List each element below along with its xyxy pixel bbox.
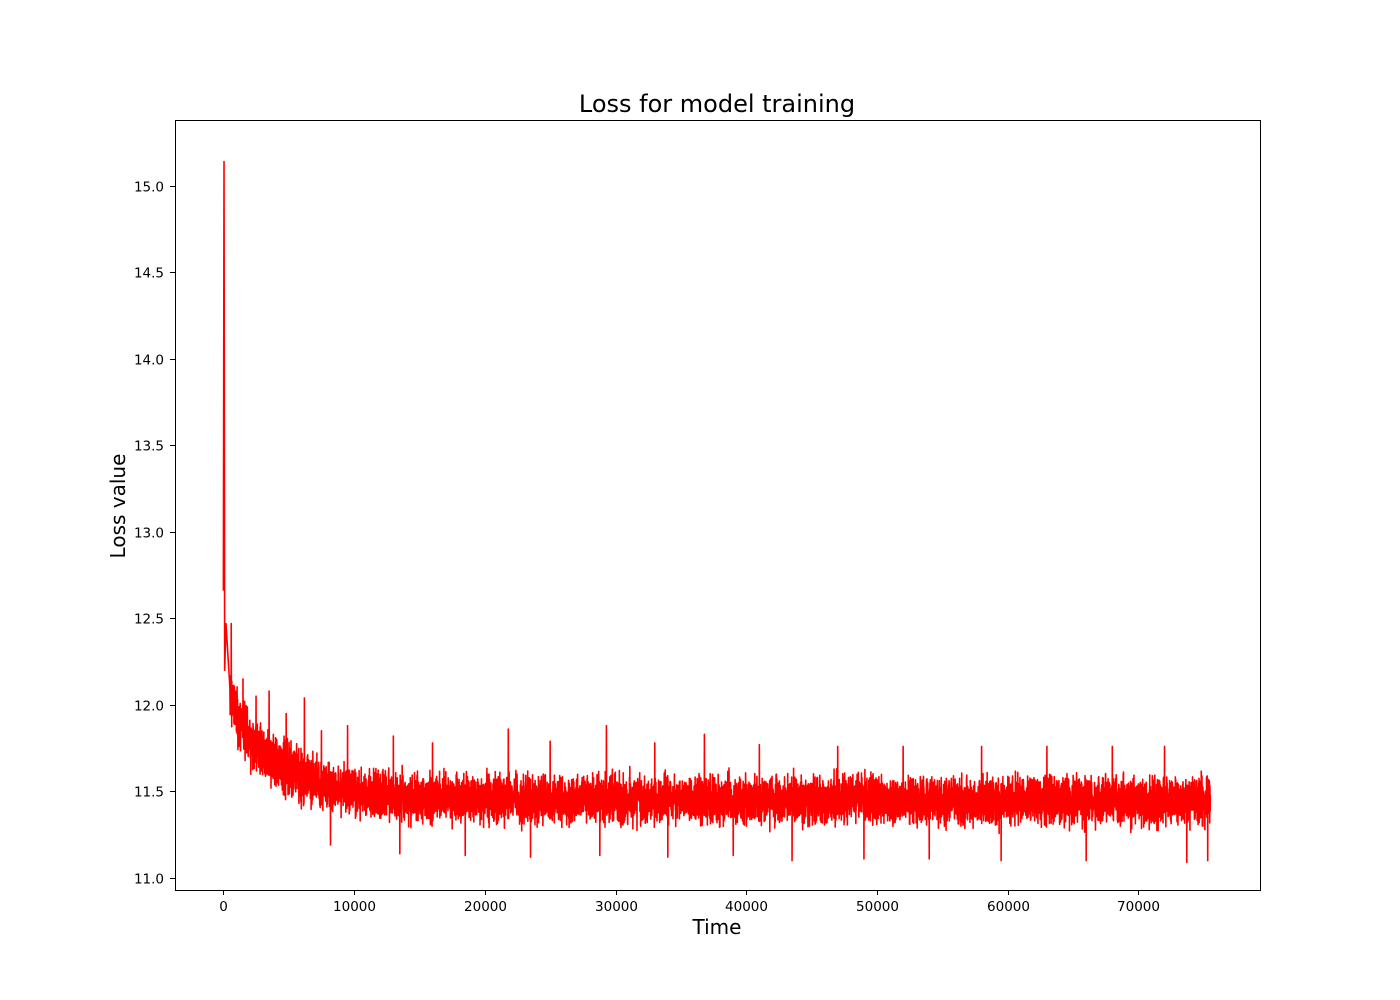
plot-area — [175, 120, 1261, 891]
x-tick-label: 50000 — [856, 899, 899, 915]
y-tick-label: 15.0 — [134, 180, 164, 196]
plot-background — [175, 120, 1261, 891]
x-tick-label: 0 — [219, 899, 228, 915]
y-tick-label: 13.0 — [134, 526, 164, 542]
x-tick-label: 60000 — [987, 899, 1030, 915]
loss-series-line — [222, 160, 1212, 864]
chart-title: Loss for model training — [579, 90, 855, 118]
x-tick-label: 20000 — [464, 899, 507, 915]
y-tick-label: 12.0 — [134, 699, 164, 715]
y-tick-label: 14.5 — [134, 266, 164, 282]
y-tick-label: 12.5 — [134, 612, 164, 628]
y-tick-label: 13.5 — [134, 439, 164, 455]
plot-frame — [175, 120, 1261, 891]
x-tick-label: 70000 — [1117, 899, 1160, 915]
x-tick-label: 30000 — [595, 899, 638, 915]
y-axis-label: Loss value — [106, 454, 130, 559]
x-axis: 0 10000 20000 30000 40000 50000 60000 70000 — [219, 890, 1160, 915]
x-tick-label: 10000 — [333, 899, 376, 915]
y-tick-label: 11.0 — [134, 872, 164, 888]
series-layer — [222, 160, 1212, 864]
x-tick-label: 40000 — [725, 899, 768, 915]
x-axis-label: Time — [692, 915, 742, 939]
y-tick-label: 11.5 — [134, 785, 164, 801]
y-axis: 11.0 11.5 12.0 12.5 13.0 13.5 14.0 14.5 15.0 — [134, 180, 175, 888]
y-tick-label: 14.0 — [134, 353, 164, 369]
